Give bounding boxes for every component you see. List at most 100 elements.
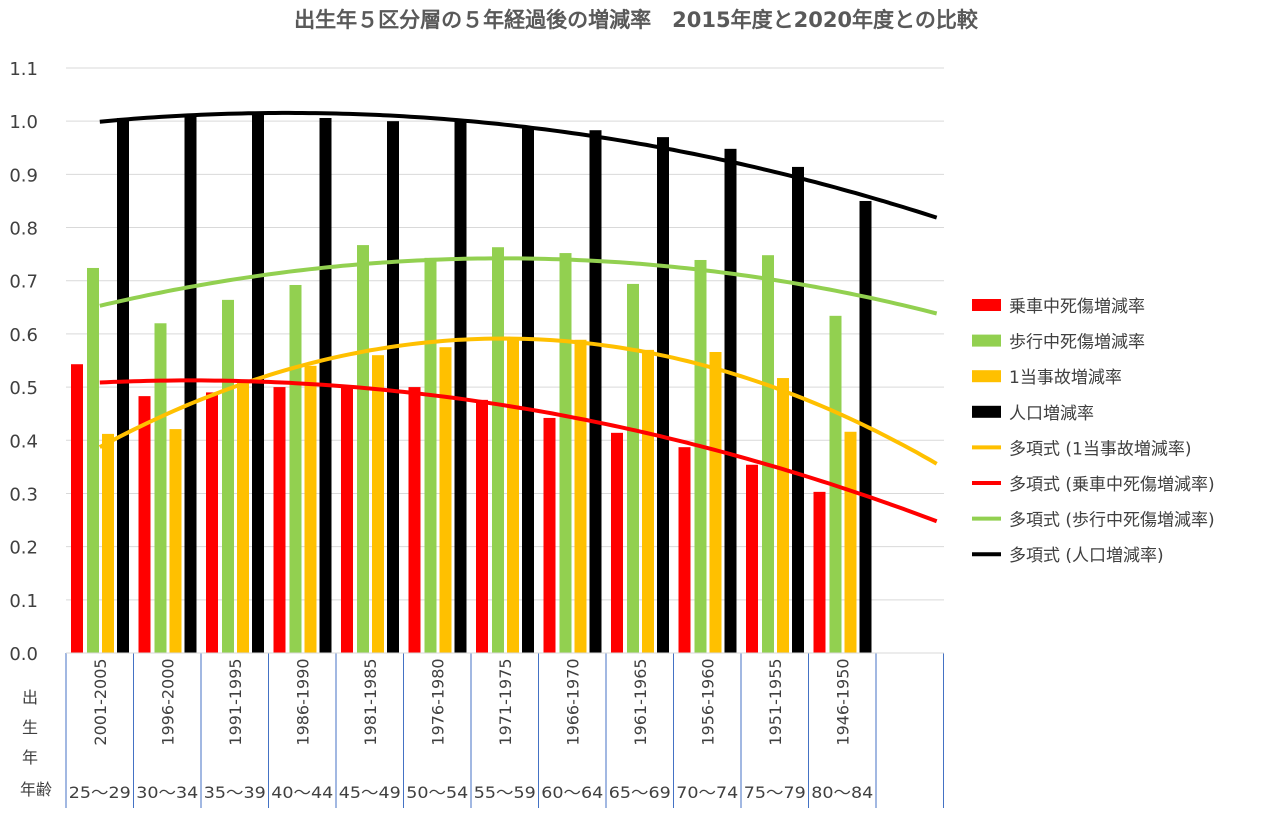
x-tick-label: 1971-1975 — [496, 658, 515, 745]
bar-2-9 — [709, 351, 722, 653]
bar-3-6 — [522, 127, 534, 654]
y-tick-label: 0.9 — [9, 165, 38, 186]
bar-0-10 — [746, 464, 758, 653]
x-tick-label: 1956-1960 — [698, 658, 717, 745]
age-label: 25〜29 — [69, 783, 131, 802]
legend-item: 多項式 (人口増減率) — [972, 546, 1164, 566]
legend-label: 乗車中死傷増減率 — [1009, 297, 1145, 317]
y-tick-label: 0.2 — [9, 538, 38, 559]
bar-3-4 — [387, 121, 399, 653]
bar-3-0 — [117, 117, 129, 653]
bar-1-1 — [154, 323, 167, 653]
row-label-birth-year: 生 — [22, 718, 38, 737]
x-tick-label: 1951-1955 — [766, 658, 785, 745]
bar-3-10 — [792, 166, 804, 653]
age-label: 35〜39 — [204, 783, 266, 802]
row-label-birth-year: 出 — [22, 688, 38, 707]
x-tick-label: 2001-2005 — [91, 658, 110, 745]
bar-3-9 — [724, 148, 737, 653]
legend-label: 歩行中死傷増減率 — [1009, 333, 1145, 353]
y-tick-label: 0.4 — [9, 431, 38, 452]
bar-2-0 — [102, 433, 114, 653]
x-tick-label: 1946-1950 — [833, 658, 852, 745]
legend-item: 多項式 (歩行中死傷増減率) — [972, 511, 1215, 531]
x-tick-label: 1976-1980 — [428, 658, 447, 745]
bar-2-5 — [439, 347, 452, 653]
bar-3-8 — [657, 137, 669, 654]
bar-1-2 — [222, 299, 234, 653]
x-tick-label: 1966-1970 — [563, 658, 582, 745]
legend-item: 1当事故増減率 — [972, 368, 1122, 388]
bar-2-6 — [507, 339, 519, 653]
bar-2-4 — [372, 355, 384, 653]
x-tick-label: 1991-1995 — [226, 658, 245, 745]
legend-label: 多項式 (乗車中死傷増減率) — [1009, 475, 1215, 495]
age-label: 55〜59 — [474, 783, 536, 802]
legend-label: 1当事故増減率 — [1009, 368, 1122, 388]
y-tick-label: 1.0 — [9, 112, 38, 133]
age-label: 30〜34 — [136, 783, 198, 802]
bar-0-7 — [543, 417, 556, 653]
bar-0-1 — [138, 396, 151, 653]
trendline-2 — [99, 256, 938, 316]
bar-2-10 — [777, 378, 789, 653]
legend-swatch — [972, 405, 1001, 418]
bar-1-0 — [87, 267, 99, 653]
legend-item: 乗車中死傷増減率 — [972, 297, 1145, 317]
bar-2-1 — [169, 429, 182, 653]
bar-0-4 — [341, 387, 353, 653]
age-label: 65〜69 — [609, 783, 671, 802]
bar-1-5 — [424, 257, 437, 653]
bar-1-10 — [762, 255, 774, 653]
y-tick-label: 0.1 — [9, 591, 38, 612]
y-tick-label: 0.7 — [9, 272, 38, 293]
y-tick-label: 0.8 — [9, 219, 38, 240]
legend-item: 多項式 (1当事故増減率) — [972, 439, 1191, 459]
bar-2-7 — [574, 339, 587, 653]
bar-1-7 — [559, 253, 572, 653]
age-label: 80〜84 — [811, 783, 873, 802]
bar-0-6 — [476, 399, 488, 653]
age-label: 40〜44 — [271, 783, 333, 802]
bar-0-9 — [678, 447, 691, 653]
bar-1-6 — [492, 247, 504, 654]
legend-item: 人口増減率 — [972, 404, 1094, 424]
y-tick-label: 0.0 — [9, 644, 38, 665]
x-tick-label: 1981-1985 — [361, 658, 380, 745]
bar-3-5 — [454, 121, 467, 653]
bar-2-2 — [237, 382, 249, 653]
y-tick-label: 0.6 — [9, 325, 38, 346]
trendline-0 — [98, 336, 938, 466]
legend-label: 多項式 (1当事故増減率) — [1009, 439, 1191, 459]
x-tick-label: 1996-2000 — [158, 658, 177, 745]
bar-0-11 — [813, 491, 826, 653]
row-label-birth-year: 年 — [22, 748, 38, 767]
x-tick-label: 1986-1990 — [293, 658, 312, 745]
bar-0-8 — [611, 432, 623, 653]
trendline-3 — [99, 110, 938, 220]
bar-2-11 — [844, 431, 857, 653]
age-label: 60〜64 — [541, 783, 603, 802]
chart-title: 出生年５区分層の５年経過後の増減率 2015年度と2020年度との比較 — [294, 8, 979, 32]
legend-swatch — [972, 299, 1001, 311]
legend-swatch — [972, 370, 1001, 383]
bar-1-4 — [357, 245, 369, 653]
bar-3-7 — [589, 130, 602, 654]
age-label: 70〜74 — [676, 783, 738, 802]
age-label: 75〜79 — [744, 783, 806, 802]
trendline-1 — [99, 378, 938, 524]
x-tick-label: 1961-1965 — [631, 658, 650, 745]
bar-0-0 — [71, 364, 83, 653]
bar-2-8 — [642, 349, 654, 653]
legend-item: 歩行中死傷増減率 — [972, 333, 1145, 353]
legend-label: 多項式 (歩行中死傷増減率) — [1009, 511, 1215, 531]
bar-1-3 — [289, 284, 302, 653]
y-tick-label: 0.3 — [9, 484, 38, 505]
row-label-age: 年齢 — [20, 780, 52, 799]
y-tick-label: 0.5 — [9, 378, 38, 399]
bar-0-3 — [273, 387, 286, 653]
legend-label: 人口増減率 — [1009, 404, 1094, 424]
age-label: 50〜54 — [406, 783, 468, 802]
legend-item: 多項式 (乗車中死傷増減率) — [972, 475, 1215, 495]
